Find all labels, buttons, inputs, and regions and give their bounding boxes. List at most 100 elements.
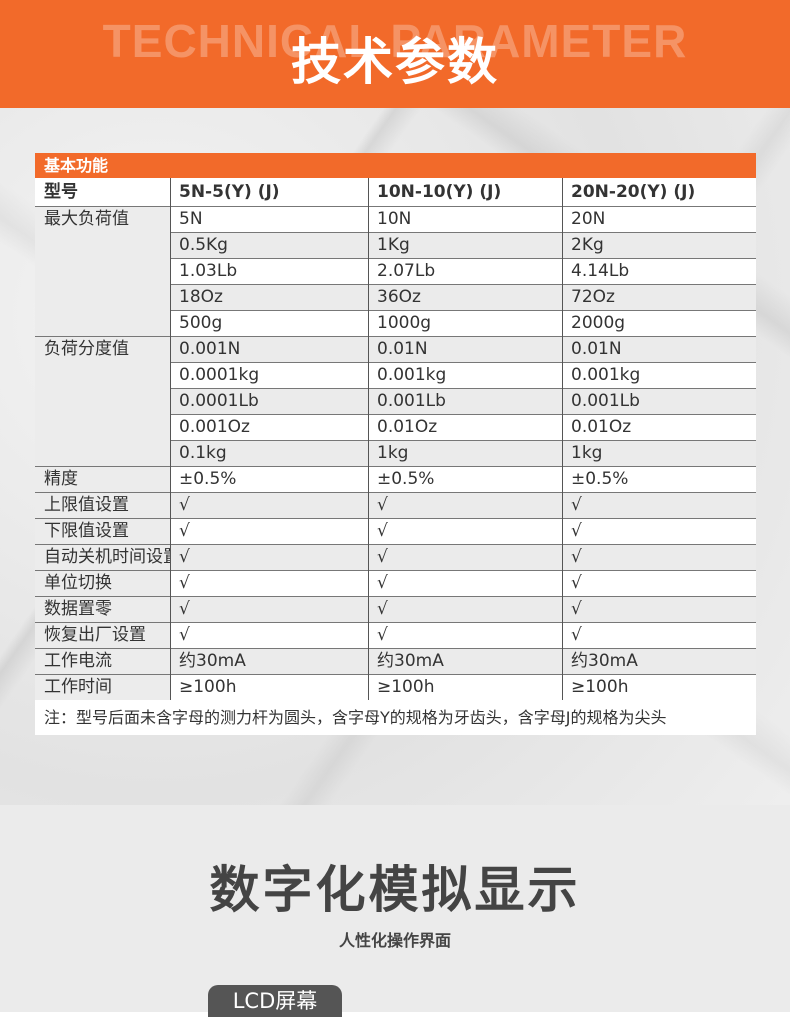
cell-value: 1000g <box>368 310 562 336</box>
row-label: 恢复出厂设置 <box>35 622 170 648</box>
cell-value: √ <box>368 492 562 518</box>
cell-value: 20N <box>562 206 756 232</box>
cell-value: 0.001Lb <box>368 388 562 414</box>
column-divider <box>562 178 563 700</box>
row-label: 自动关机时间设置 <box>35 544 180 570</box>
cell-value: √ <box>170 622 368 648</box>
cell-value: ±0.5% <box>562 466 756 492</box>
column-divider <box>368 178 369 700</box>
row-label: 负荷分度值 <box>35 336 170 466</box>
row-label: 工作电流 <box>35 648 170 674</box>
cell-value: 0.01N <box>368 336 562 362</box>
cell-value: √ <box>368 622 562 648</box>
cell-value: 18Oz <box>170 284 368 310</box>
group-divider <box>35 648 756 649</box>
cell-value: 0.1kg <box>170 440 368 466</box>
row-divider <box>170 440 756 441</box>
cell-value: 4.14Lb <box>562 258 756 284</box>
row-label: 精度 <box>35 466 170 492</box>
cell-value: 0.5Kg <box>170 232 368 258</box>
cell-value: 10N <box>368 206 562 232</box>
cell-value: 0.001Lb <box>562 388 756 414</box>
row-divider <box>170 232 756 233</box>
cell-value: 2Kg <box>562 232 756 258</box>
cell-value: 2.07Lb <box>368 258 562 284</box>
group-divider <box>35 518 756 519</box>
row-label: 下限值设置 <box>35 518 170 544</box>
cell-value: ±0.5% <box>368 466 562 492</box>
cell-value: 0.001Oz <box>170 414 368 440</box>
column-header: 5N-5(Y) (J) <box>170 178 368 206</box>
row-label: 数据置零 <box>35 596 170 622</box>
cell-value: √ <box>368 596 562 622</box>
cell-value: 36Oz <box>368 284 562 310</box>
cell-value: ≥100h <box>170 674 368 700</box>
cell-value: 500g <box>170 310 368 336</box>
cell-value: √ <box>170 518 368 544</box>
cell-value: 72Oz <box>562 284 756 310</box>
group-divider <box>35 336 756 337</box>
cell-value: √ <box>170 492 368 518</box>
cell-value: √ <box>562 492 756 518</box>
cell-value: ≥100h <box>562 674 756 700</box>
row-divider <box>170 310 756 311</box>
header-title: 技术参数 <box>291 33 499 91</box>
row-divider <box>170 284 756 285</box>
group-divider <box>35 492 756 493</box>
group-divider <box>35 466 756 467</box>
column-divider <box>170 178 171 700</box>
cell-value: 约30mA <box>170 648 368 674</box>
row-label: 工作时间 <box>35 674 170 700</box>
cell-value: 1kg <box>562 440 756 466</box>
cell-value: √ <box>170 544 368 570</box>
cell-value: 0.001kg <box>562 362 756 388</box>
cell-value: √ <box>562 544 756 570</box>
cell-value: √ <box>368 518 562 544</box>
column-header: 10N-10(Y) (J) <box>368 178 562 206</box>
cell-value: √ <box>368 570 562 596</box>
cell-value: 0.01Oz <box>562 414 756 440</box>
cell-value: 0.001N <box>170 336 368 362</box>
cell-value: 0.0001kg <box>170 362 368 388</box>
header-background-text: TECHNICAL PARAMETER <box>102 15 688 67</box>
group-divider <box>35 206 756 207</box>
row-divider <box>170 258 756 259</box>
row-label: 最大负荷值 <box>35 206 170 336</box>
cell-value: 0.01N <box>562 336 756 362</box>
cell-value: ±0.5% <box>170 466 368 492</box>
cell-value: ≥100h <box>368 674 562 700</box>
cell-value: √ <box>170 596 368 622</box>
display-title: 数字化模拟显示 <box>209 861 581 919</box>
row-label: 上限值设置 <box>35 492 170 518</box>
cell-value: 1Kg <box>368 232 562 258</box>
cell-value: 1kg <box>368 440 562 466</box>
cell-value: 0.0001Lb <box>170 388 368 414</box>
group-divider <box>35 544 756 545</box>
header: TECHNICAL PARAMETER 技术参数 <box>0 0 790 108</box>
cell-value: √ <box>562 596 756 622</box>
cell-value: 0.01Oz <box>368 414 562 440</box>
group-divider <box>35 596 756 597</box>
cell-value: 1.03Lb <box>170 258 368 284</box>
section-header: 基本功能 <box>35 153 756 178</box>
cell-value: √ <box>562 518 756 544</box>
row-divider <box>170 388 756 389</box>
cell-value: 5N <box>170 206 368 232</box>
display-subtitle: 人性化操作界面 <box>338 931 451 950</box>
cell-value: 约30mA <box>368 648 562 674</box>
column-header: 型号 <box>35 178 170 206</box>
group-divider <box>35 622 756 623</box>
tab: LCD屏幕 <box>208 985 342 1017</box>
row-label: 单位切换 <box>35 570 170 596</box>
cell-value: 2000g <box>562 310 756 336</box>
display-section: 数字化模拟显示 人性化操作界面 LCD屏幕 <box>0 805 790 1017</box>
row-divider <box>170 414 756 415</box>
table-note: 注：型号后面未含字母的测力杆为圆头，含字母Y的规格为牙齿头，含字母J的规格为尖头 <box>35 700 756 735</box>
cell-value: √ <box>170 570 368 596</box>
group-divider <box>35 674 756 675</box>
cell-value: √ <box>368 544 562 570</box>
group-divider <box>35 570 756 571</box>
cell-value: 约30mA <box>562 648 756 674</box>
column-header: 20N-20(Y) (J) <box>562 178 756 206</box>
